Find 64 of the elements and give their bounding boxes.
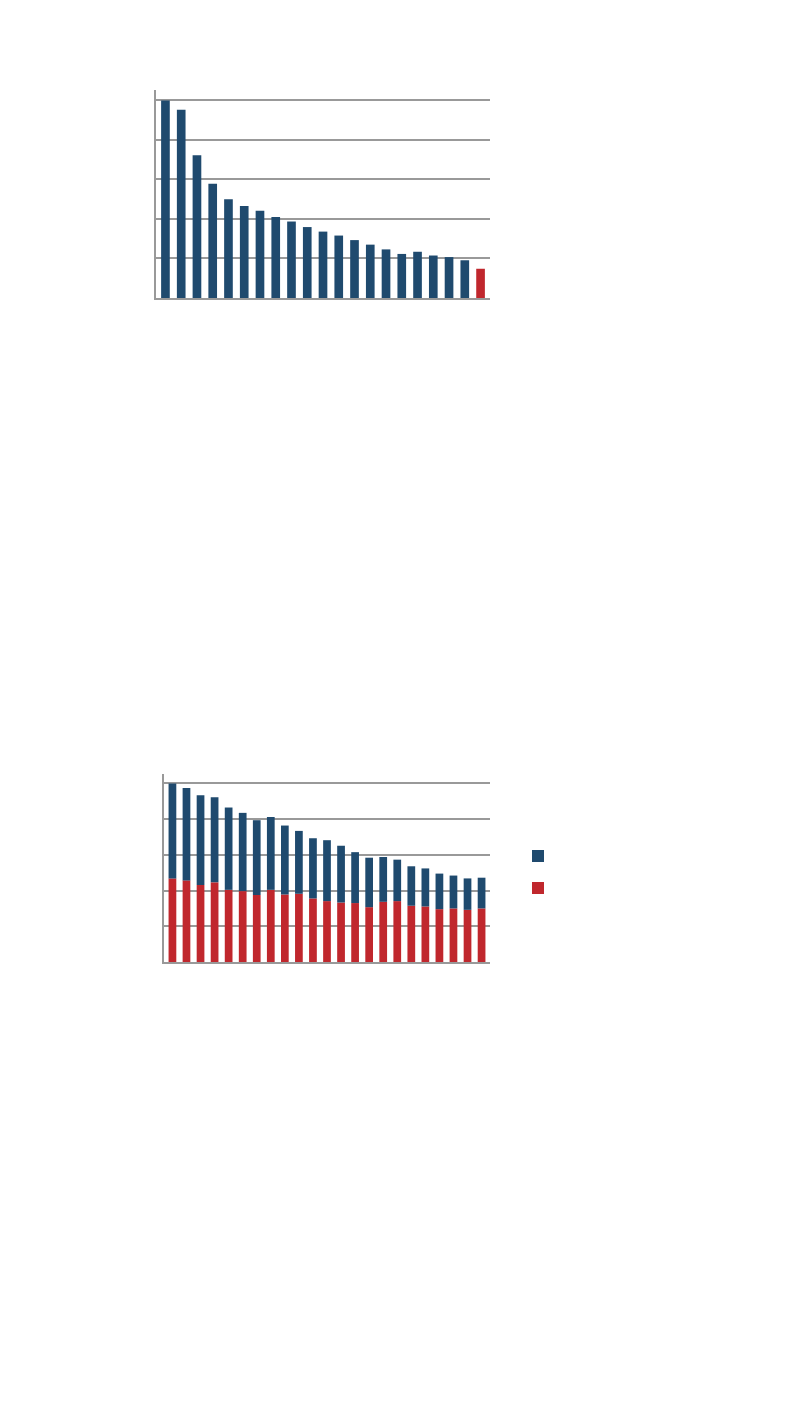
bar	[168, 783, 177, 879]
bar	[365, 907, 374, 962]
bar	[224, 199, 233, 298]
bar	[407, 905, 416, 962]
bar	[421, 868, 430, 907]
bar	[393, 901, 402, 962]
bar	[309, 838, 317, 899]
bar	[168, 878, 177, 962]
bar	[393, 859, 402, 902]
bar	[252, 820, 261, 896]
bar	[421, 906, 430, 962]
bar	[379, 856, 388, 902]
bar	[238, 891, 247, 962]
bar	[208, 183, 218, 298]
bar	[463, 878, 472, 910]
bar	[351, 903, 359, 962]
bar	[350, 240, 359, 298]
bar	[266, 889, 275, 962]
bar	[463, 909, 472, 962]
bar	[210, 797, 219, 883]
bar	[318, 231, 328, 298]
bar	[210, 882, 219, 962]
bar	[182, 788, 191, 881]
bar	[182, 880, 191, 962]
bar	[252, 895, 261, 962]
bar	[337, 902, 345, 962]
bar	[224, 807, 233, 890]
bar	[196, 795, 205, 886]
bar	[460, 260, 470, 298]
bar	[224, 889, 233, 962]
bar	[302, 227, 312, 298]
bar	[266, 816, 275, 890]
bar	[476, 268, 485, 298]
bar	[309, 898, 317, 962]
bar	[295, 830, 303, 894]
bar	[381, 249, 391, 298]
bar	[280, 825, 289, 895]
bar	[192, 155, 202, 298]
bar	[444, 257, 454, 298]
bar	[449, 908, 458, 962]
bar	[435, 909, 444, 962]
bar	[295, 893, 303, 962]
bar	[337, 845, 345, 903]
bar	[255, 210, 265, 298]
bar	[196, 885, 205, 962]
bar	[238, 812, 247, 892]
bar	[323, 840, 331, 902]
bar	[280, 894, 289, 962]
bar	[176, 109, 186, 298]
bar	[287, 221, 296, 298]
bar	[239, 206, 249, 298]
bar	[477, 908, 486, 962]
bar	[397, 253, 407, 298]
bar	[379, 901, 388, 962]
bar	[365, 244, 375, 298]
bar	[271, 216, 281, 298]
bar	[334, 235, 344, 298]
bar	[351, 852, 359, 904]
bar	[323, 901, 331, 962]
bar	[161, 100, 170, 298]
bar	[365, 857, 374, 908]
bar	[413, 251, 422, 298]
bar	[428, 255, 438, 298]
bar	[407, 866, 416, 906]
